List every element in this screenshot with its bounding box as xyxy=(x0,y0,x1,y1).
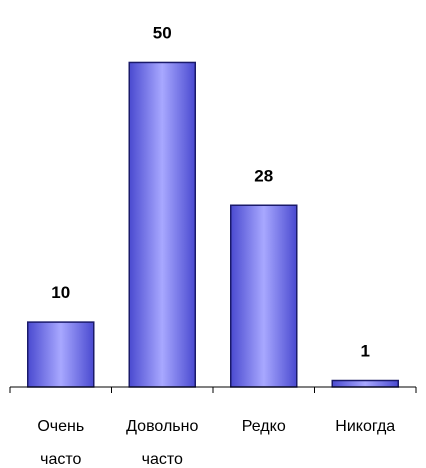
bar xyxy=(128,61,196,388)
category-label: Редко xyxy=(242,418,286,435)
bar-value-label: 50 xyxy=(153,23,172,42)
bar xyxy=(331,379,399,388)
bar-value-label: 28 xyxy=(254,166,273,185)
category-label: часто xyxy=(142,451,183,468)
value-labels-group: 10 50 28 1 xyxy=(51,23,370,360)
x-axis-ticks xyxy=(9,387,417,393)
bar-value-label: 1 xyxy=(361,342,370,361)
bar xyxy=(230,204,298,388)
category-label: Довольно xyxy=(126,418,198,435)
category-labels-group: Очень часто Довольно часто Редко Никогда xyxy=(37,418,395,468)
category-label: Очень xyxy=(37,418,84,435)
bars-group xyxy=(27,61,399,388)
category-label: часто xyxy=(40,451,81,468)
bar xyxy=(27,321,95,388)
bar-value-label: 10 xyxy=(51,283,70,302)
category-label: Никогда xyxy=(335,418,395,435)
